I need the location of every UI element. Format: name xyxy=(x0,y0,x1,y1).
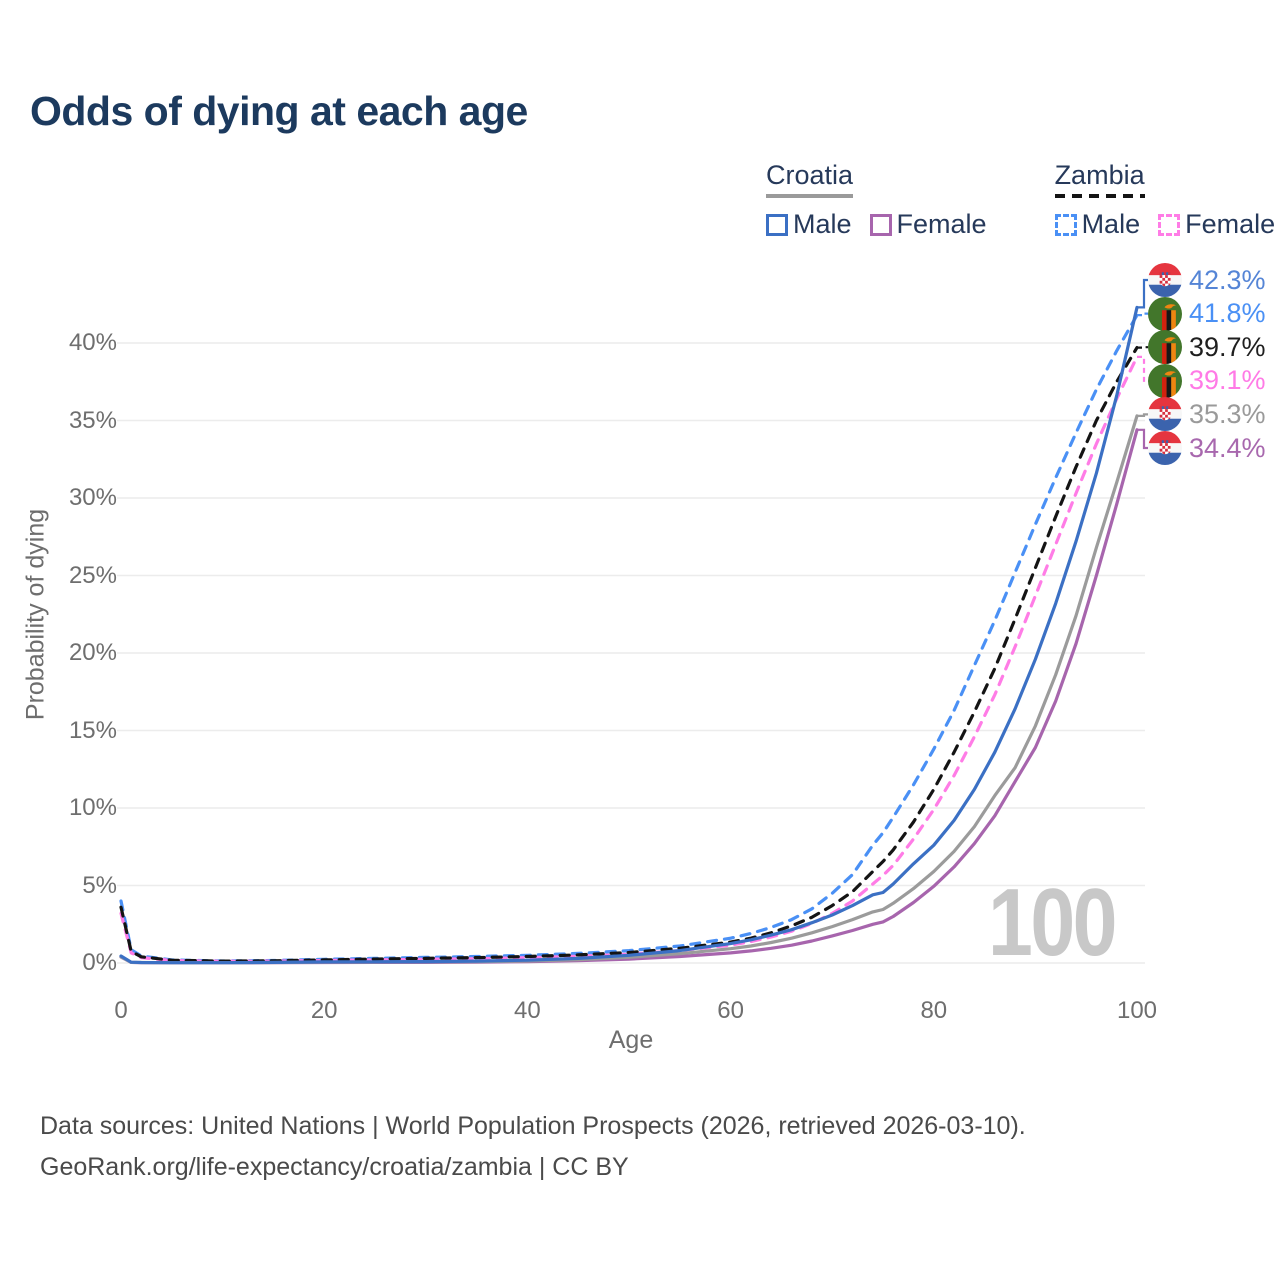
legend-item-zambia-male-label: Male xyxy=(1081,209,1141,239)
legend-item-croatia-male-label: Male xyxy=(793,209,852,239)
age-watermark: 100 xyxy=(988,869,1118,976)
x-tick-60: 60 xyxy=(717,997,744,1024)
series-line-zambia-both[interactable] xyxy=(119,346,1139,963)
y-tick-30%: 30% xyxy=(68,484,117,511)
legend: Croatia Male Female Zambia xyxy=(766,160,1275,240)
zambia-flag-icon xyxy=(1148,363,1182,398)
end-label-row-zambia-female: 39.1% xyxy=(1148,363,1266,398)
series-line-zambia-female[interactable] xyxy=(119,355,1139,963)
end-label-leader-croatia-both xyxy=(1137,413,1148,417)
end-label-value-zambia-both: 39.7% xyxy=(1189,331,1266,362)
end-label-leader-croatia-male xyxy=(1137,278,1148,309)
footer-attribution: GeoRank.org/life-expectancy/croatia/zamb… xyxy=(40,1153,629,1181)
legend-country-zambia-label: Zambia xyxy=(1054,160,1145,190)
zambia-female-swatch-icon xyxy=(1158,213,1181,236)
end-label-row-zambia-both: 39.7% xyxy=(1148,330,1266,365)
y-tick-25%: 25% xyxy=(68,561,117,589)
x-tick-80: 80 xyxy=(920,997,948,1024)
end-label-leader-croatia-female xyxy=(1137,428,1148,450)
x-tick-100: 100 xyxy=(1116,997,1158,1024)
page-title: Odds of dying at each age xyxy=(30,88,528,134)
legend-country-croatia[interactable]: Croatia xyxy=(766,160,854,203)
y-tick-5%: 5% xyxy=(82,871,117,899)
zambia-line-style-swatch xyxy=(1054,194,1145,198)
footer-data-sources: Data sources: United Nations | World Pop… xyxy=(40,1112,1026,1140)
legend-item-zambia-female-label: Female xyxy=(1185,209,1276,239)
legend-item-croatia-male[interactable]: Male xyxy=(766,209,852,240)
end-label-value-zambia-female: 39.1% xyxy=(1189,365,1266,396)
croatia-male-swatch-icon xyxy=(766,213,788,236)
end-label-row-croatia-male: 42.3% xyxy=(1148,263,1266,297)
croatia-flag-icon xyxy=(1148,263,1182,297)
legend-items-croatia: Male Female xyxy=(766,209,987,240)
legend-group-zambia: Zambia Male Female xyxy=(1054,160,1275,240)
end-label-leader-zambia-female xyxy=(1137,355,1148,382)
y-tick-20%: 20% xyxy=(68,639,117,666)
series-line-croatia-male[interactable] xyxy=(119,305,1139,965)
y-tick-10%: 10% xyxy=(68,794,117,821)
zambia-flag-icon xyxy=(1148,330,1182,365)
y-tick-0%: 0% xyxy=(82,949,117,976)
end-label-row-zambia-male: 41.8% xyxy=(1148,296,1266,331)
x-tick-40: 40 xyxy=(514,997,541,1024)
end-label-value-croatia-female: 34.4% xyxy=(1189,432,1266,463)
legend-group-croatia: Croatia Male Female xyxy=(766,160,987,240)
croatia-female-swatch-icon xyxy=(869,213,892,236)
croatia-flag-icon xyxy=(1148,431,1182,465)
end-label-row-croatia-female: 34.4% xyxy=(1148,431,1266,465)
y-tick-15%: 15% xyxy=(68,716,117,744)
legend-country-zambia[interactable]: Zambia xyxy=(1054,160,1145,203)
y-tick-35%: 35% xyxy=(68,406,117,434)
croatia-flag-icon xyxy=(1148,397,1182,432)
end-label-row-croatia-both: 35.3% xyxy=(1148,397,1266,432)
zambia-male-swatch-icon xyxy=(1054,213,1077,236)
series-line-zambia-male[interactable] xyxy=(119,313,1139,963)
footer: Data sources: United Nations | World Pop… xyxy=(40,1106,1026,1188)
series-line-croatia-female[interactable] xyxy=(119,428,1139,965)
legend-item-croatia-female[interactable]: Female xyxy=(869,209,987,240)
legend-item-zambia-male[interactable]: Male xyxy=(1054,209,1141,240)
x-axis-title: Age xyxy=(608,1026,654,1054)
end-label-leader-zambia-male xyxy=(1137,312,1148,317)
zambia-flag-icon xyxy=(1148,296,1182,331)
croatia-line-style-swatch xyxy=(766,194,854,198)
end-label-value-croatia-both: 35.3% xyxy=(1189,398,1266,429)
end-label-value-zambia-male: 41.8% xyxy=(1189,298,1266,329)
legend-country-croatia-label: Croatia xyxy=(766,160,854,190)
legend-items-zambia: Male Female xyxy=(1054,209,1275,240)
x-tick-0: 0 xyxy=(114,997,128,1024)
y-tick-40%: 40% xyxy=(68,329,117,356)
end-label-value-croatia-male: 42.3% xyxy=(1189,264,1266,295)
legend-item-zambia-female[interactable]: Female xyxy=(1158,209,1275,240)
x-tick-20: 20 xyxy=(310,997,338,1024)
y-axis-title: Probability of dying xyxy=(21,508,50,721)
legend-item-croatia-female-label: Female xyxy=(896,209,987,239)
